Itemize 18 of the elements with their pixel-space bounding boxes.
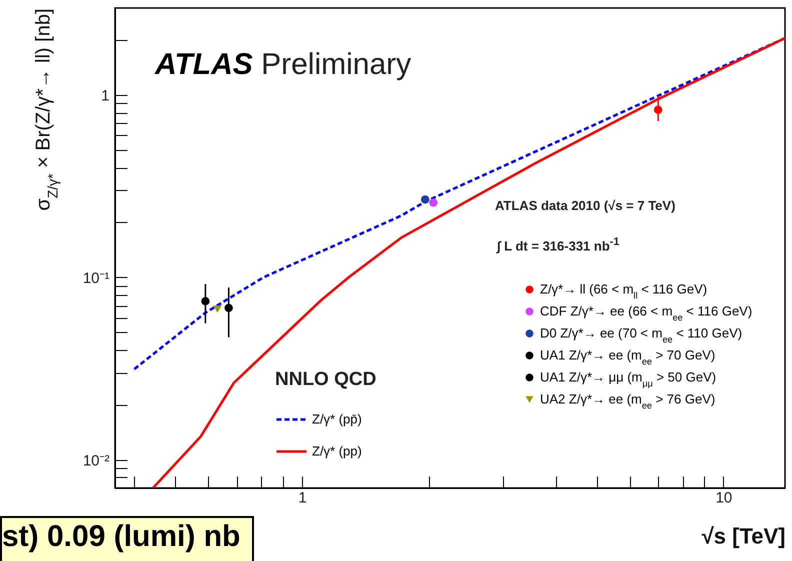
legend-label: UA1 Z/γ*→ μμ (m$_{μμ}$ > 50 GeV) [540,370,716,388]
legend-label: Z/γ* (pp̄) [312,412,362,426]
annotation: ATLAS Preliminary [155,48,412,81]
legend-title: NNLO QCD [275,369,376,390]
x-axis-title: √s [TeV] [702,524,786,548]
legend-label: Z/γ*→ ll (66 < m$_{ll}$ < 116 GeV) [540,282,708,300]
y-tick-label: 10⁻¹ [82,270,110,287]
annotation: ATLAS data 2010 (√s = 7 TeV) [495,198,676,213]
legend-label: D0 Z/γ*→ ee (70 < m$_{ee}$ < 110 GeV) [540,326,742,344]
y-tick-label: 1 [101,88,110,105]
y-tick-label: 10⁻² [82,452,110,470]
legend-label: UA1 Z/γ*→ ee (m$_{ee}$ > 70 GeV) [540,348,716,366]
annotation: ∫ L dt = 316-331 nb$^{-1}$ [497,236,620,254]
legend-label: Z/γ* (pp) [312,444,362,458]
text: st) 0.09 (lumi) nb [0,516,254,561]
legend-label: UA2 Z/γ*→ ee (m$_{ee}$ > 76 GeV) [540,392,716,410]
x-tick-label: 10 [716,490,732,506]
legend-label: CDF Z/γ*→ ee (66 < m$_{ee}$ < 116 GeV) [540,304,752,322]
